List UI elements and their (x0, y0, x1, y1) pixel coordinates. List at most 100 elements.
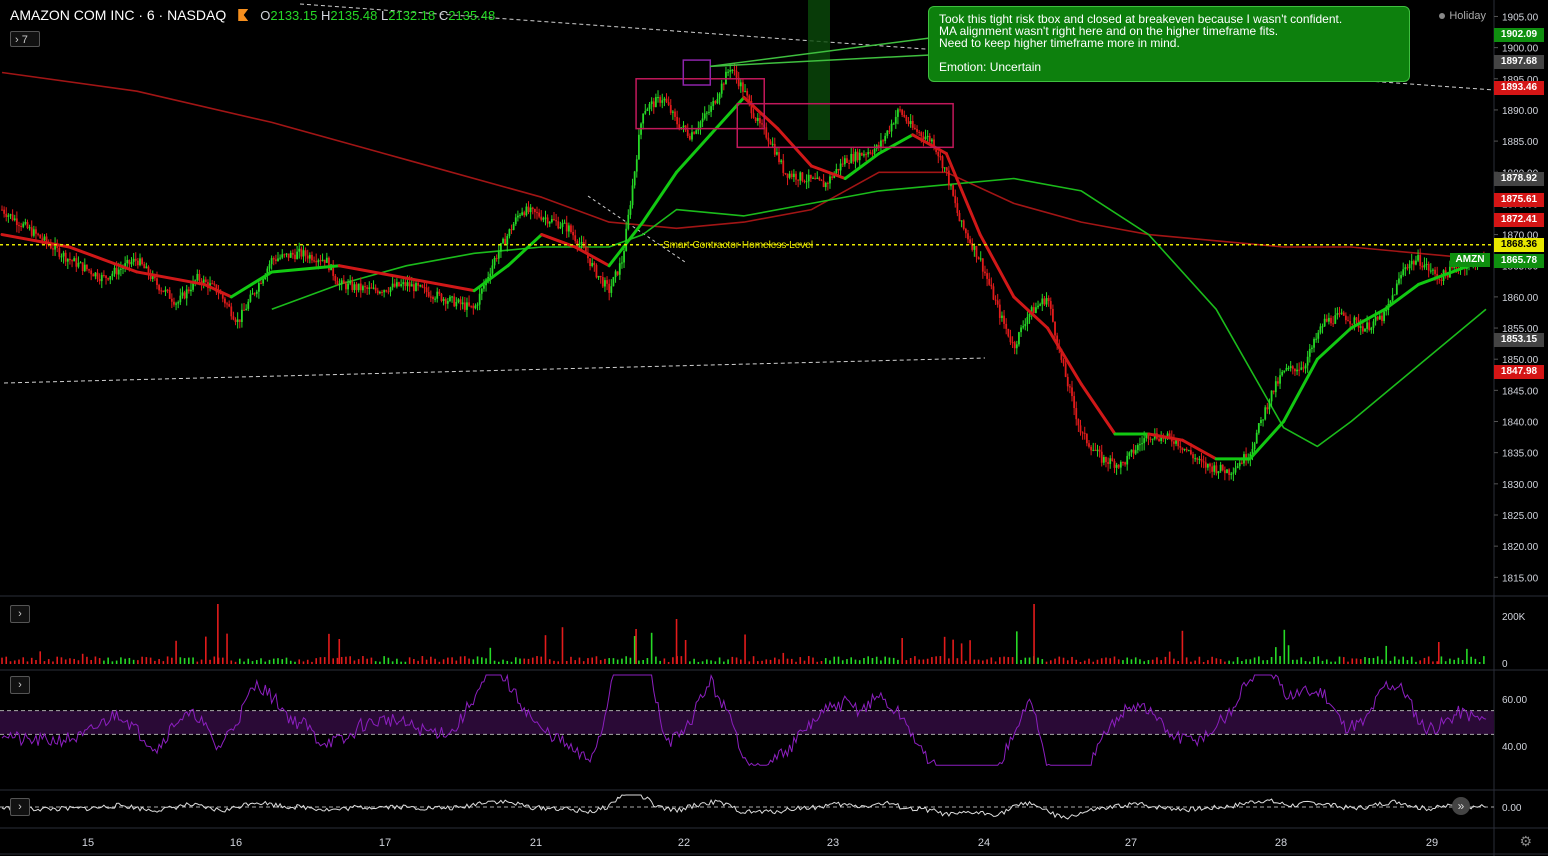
volume-bar (137, 660, 139, 664)
volume-bar (761, 660, 763, 664)
volume-pane-toggle-button[interactable]: › (10, 605, 30, 623)
volume-bar (1100, 658, 1103, 664)
candle-body (508, 229, 511, 237)
rsi-pane-toggle-button[interactable]: › (10, 676, 30, 694)
candle-body (245, 308, 248, 311)
candle-body (28, 227, 31, 229)
candle-body (994, 299, 997, 301)
volume-bar (336, 657, 339, 664)
volume-bar (591, 657, 594, 664)
candle-body (705, 112, 708, 114)
candle-body (1372, 321, 1375, 328)
candle-body (1107, 462, 1110, 464)
candle-body (654, 97, 657, 108)
volume-bar (841, 660, 844, 664)
candle-body (533, 208, 536, 213)
candle-body (302, 250, 305, 257)
candle-body (1415, 260, 1417, 265)
volume-bar (455, 660, 458, 664)
volume-bar (200, 659, 203, 664)
volume-bar (1406, 660, 1409, 664)
candle-body (1230, 473, 1233, 475)
candle-body (83, 264, 86, 271)
volume-bar (319, 657, 322, 664)
gear-icon[interactable]: ⚙ (1519, 833, 1532, 849)
date-tick-label: 17 (379, 837, 391, 849)
volume-bar (294, 661, 296, 664)
volume-bar (468, 658, 470, 664)
candle-body (924, 137, 927, 140)
oscillator-pane-toggle-button[interactable]: › (10, 798, 30, 816)
candle-body (289, 252, 292, 258)
candle-body (877, 145, 880, 148)
candle-body (665, 98, 668, 103)
candle-body (487, 276, 490, 280)
candle-body (266, 268, 269, 276)
candle-body (37, 233, 39, 235)
candle-body (584, 246, 587, 254)
candle-body (372, 287, 375, 289)
candle-body (192, 280, 194, 290)
price-axis-label: 1847.98 (1494, 364, 1544, 379)
candle-body (650, 101, 653, 105)
candle-body (436, 291, 439, 299)
candle-body (1003, 315, 1005, 324)
candle-body (926, 135, 929, 138)
candle-body (502, 238, 504, 244)
volume-bar (973, 659, 976, 664)
volume-bar (1372, 657, 1375, 664)
volume-bar (999, 657, 1001, 664)
volume-bar (1232, 661, 1235, 664)
flag-icon[interactable] (238, 9, 249, 21)
candle-body (1090, 446, 1093, 451)
candle-body (347, 283, 349, 290)
volume-bar (1185, 657, 1188, 664)
indicators-toggle-button[interactable]: › 7 (10, 31, 40, 47)
volume-bar (1117, 659, 1120, 664)
candle-body (109, 276, 112, 280)
volume-spike (338, 639, 341, 664)
candle-body (1272, 390, 1275, 393)
volume-bar (1177, 661, 1179, 664)
volume-bar (1079, 661, 1082, 664)
candle-body (958, 213, 961, 222)
candle-body (449, 296, 451, 302)
volume-bar (646, 658, 649, 664)
volume-bar (447, 657, 449, 664)
candle-body (166, 289, 169, 291)
fast-moving-average (1315, 326, 1353, 361)
symbol-title[interactable]: AMAZON COM INC · 6 · NASDAQ (10, 7, 227, 23)
volume-bar (969, 640, 971, 664)
volume-bar (663, 658, 666, 664)
volume-bar (1020, 659, 1022, 664)
volume-bar (1202, 661, 1205, 664)
scroll-to-latest-button[interactable]: » (1452, 797, 1470, 815)
candle-body (1395, 283, 1398, 295)
volume-bar (714, 661, 717, 664)
rsi-line (1, 673, 1487, 767)
candle-body (103, 275, 105, 277)
candle-body (374, 287, 377, 291)
candle-body (143, 264, 146, 269)
candle-body (873, 148, 876, 154)
volume-bar (98, 658, 101, 664)
price-axis-label: 1853.15 (1494, 332, 1544, 347)
volume-bar (255, 660, 258, 664)
candle-body (455, 301, 458, 307)
candle-body (945, 167, 948, 171)
volume-bar (1075, 659, 1078, 664)
candle-body (1187, 450, 1190, 452)
candle-body (45, 236, 48, 243)
candle-body (1444, 270, 1447, 274)
candle-body (544, 217, 547, 219)
candle-body (234, 319, 237, 322)
volume-bar (1308, 661, 1311, 664)
trade-note-callout[interactable]: Took this tight risk tbox and closed at … (928, 6, 1410, 82)
volume-bar (408, 657, 411, 664)
candle-body (1434, 269, 1436, 274)
volume-bar (226, 633, 228, 664)
volume-bar (396, 658, 398, 664)
volume-bar (1470, 656, 1472, 664)
fast-moving-average (675, 133, 712, 174)
